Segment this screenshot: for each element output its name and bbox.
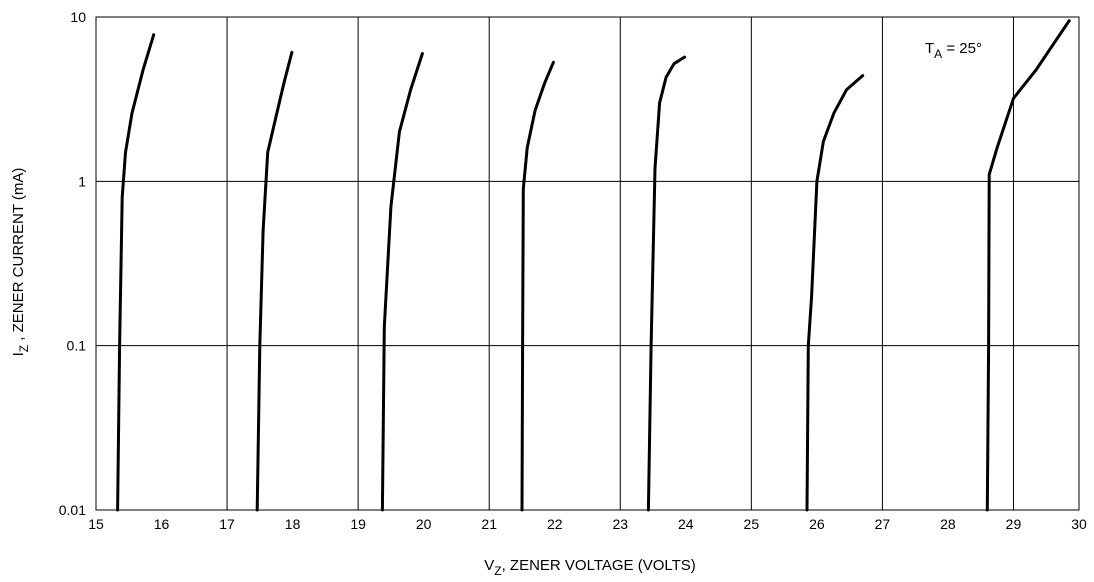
zener-curve-2 bbox=[255, 50, 294, 512]
zener-curve-3 bbox=[380, 52, 424, 512]
x-tick-label: 19 bbox=[350, 516, 366, 532]
y-tick-label: 0.1 bbox=[67, 338, 87, 354]
grid bbox=[96, 17, 1079, 510]
x-tick-label: 25 bbox=[744, 516, 760, 532]
y-tick-label: 1 bbox=[78, 173, 86, 189]
x-tick-label: 21 bbox=[481, 516, 497, 532]
x-axis-label: VZ, ZENER VOLTAGE (VOLTS) bbox=[484, 557, 696, 578]
x-tick-label: 22 bbox=[547, 516, 563, 532]
zener-curve-6 bbox=[805, 74, 865, 512]
zener-curve-7 bbox=[985, 19, 1071, 512]
zener-curve-5 bbox=[646, 55, 686, 512]
series bbox=[116, 19, 1071, 512]
x-tick-label: 16 bbox=[154, 516, 170, 532]
x-tick-label: 26 bbox=[809, 516, 825, 532]
y-tick-label: 10 bbox=[70, 9, 86, 25]
x-tick-label: 28 bbox=[940, 516, 956, 532]
temperature-annotation: TA = 25° bbox=[925, 40, 982, 61]
plot-frame bbox=[95, 16, 1080, 511]
x-tick-label: 18 bbox=[285, 516, 301, 532]
y-tick-labels: 0.01 0.1 1 10 bbox=[59, 9, 86, 518]
x-tick-label: 30 bbox=[1071, 516, 1087, 532]
x-tick-label: 29 bbox=[1006, 516, 1022, 532]
x-tick-label: 20 bbox=[416, 516, 432, 532]
zener-curve-1 bbox=[116, 33, 156, 512]
y-axis-label: IZ , ZENER CURRENT (mA) bbox=[10, 168, 31, 357]
x-tick-label: 27 bbox=[875, 516, 891, 532]
x-tick-label: 23 bbox=[612, 516, 628, 532]
y-tick-label: 0.01 bbox=[59, 502, 86, 518]
x-tick-label: 24 bbox=[678, 516, 694, 532]
x-tick-label: 15 bbox=[88, 516, 104, 532]
x-tick-label: 17 bbox=[219, 516, 235, 532]
x-tick-labels: 15 16 17 18 19 20 21 22 23 24 25 26 27 28 29 30 bbox=[88, 516, 1087, 532]
zener-curve-4 bbox=[520, 60, 555, 512]
